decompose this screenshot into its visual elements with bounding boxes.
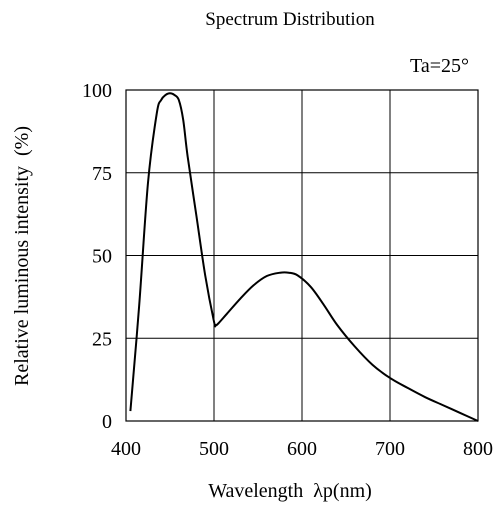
y-tick-label: 0 [102, 411, 112, 433]
y-axis-label: Relative luminous intensity (%) [11, 126, 33, 386]
y-tick-label: 50 [92, 246, 112, 268]
y-tick-label: 25 [92, 328, 112, 350]
x-tick-label: 700 [375, 438, 405, 460]
temperature-annotation: Ta=25° [410, 55, 469, 77]
x-tick-label: 800 [463, 438, 493, 460]
x-axis-ticks: 400 500 600 700 800 [111, 438, 493, 460]
grid-lines [126, 90, 478, 421]
x-tick-label: 500 [199, 438, 229, 460]
y-axis-ticks: 0 25 50 75 100 [82, 80, 112, 433]
x-axis-label: Wavelength λp(nm) [208, 480, 372, 502]
x-tick-label: 400 [111, 438, 141, 460]
y-tick-label: 75 [92, 163, 112, 185]
series-line [129, 92, 479, 422]
x-tick-label: 600 [287, 438, 317, 460]
y-tick-label: 100 [82, 80, 112, 102]
plot-frame [125, 89, 479, 422]
chart-title: Spectrum Distribution [205, 9, 375, 30]
